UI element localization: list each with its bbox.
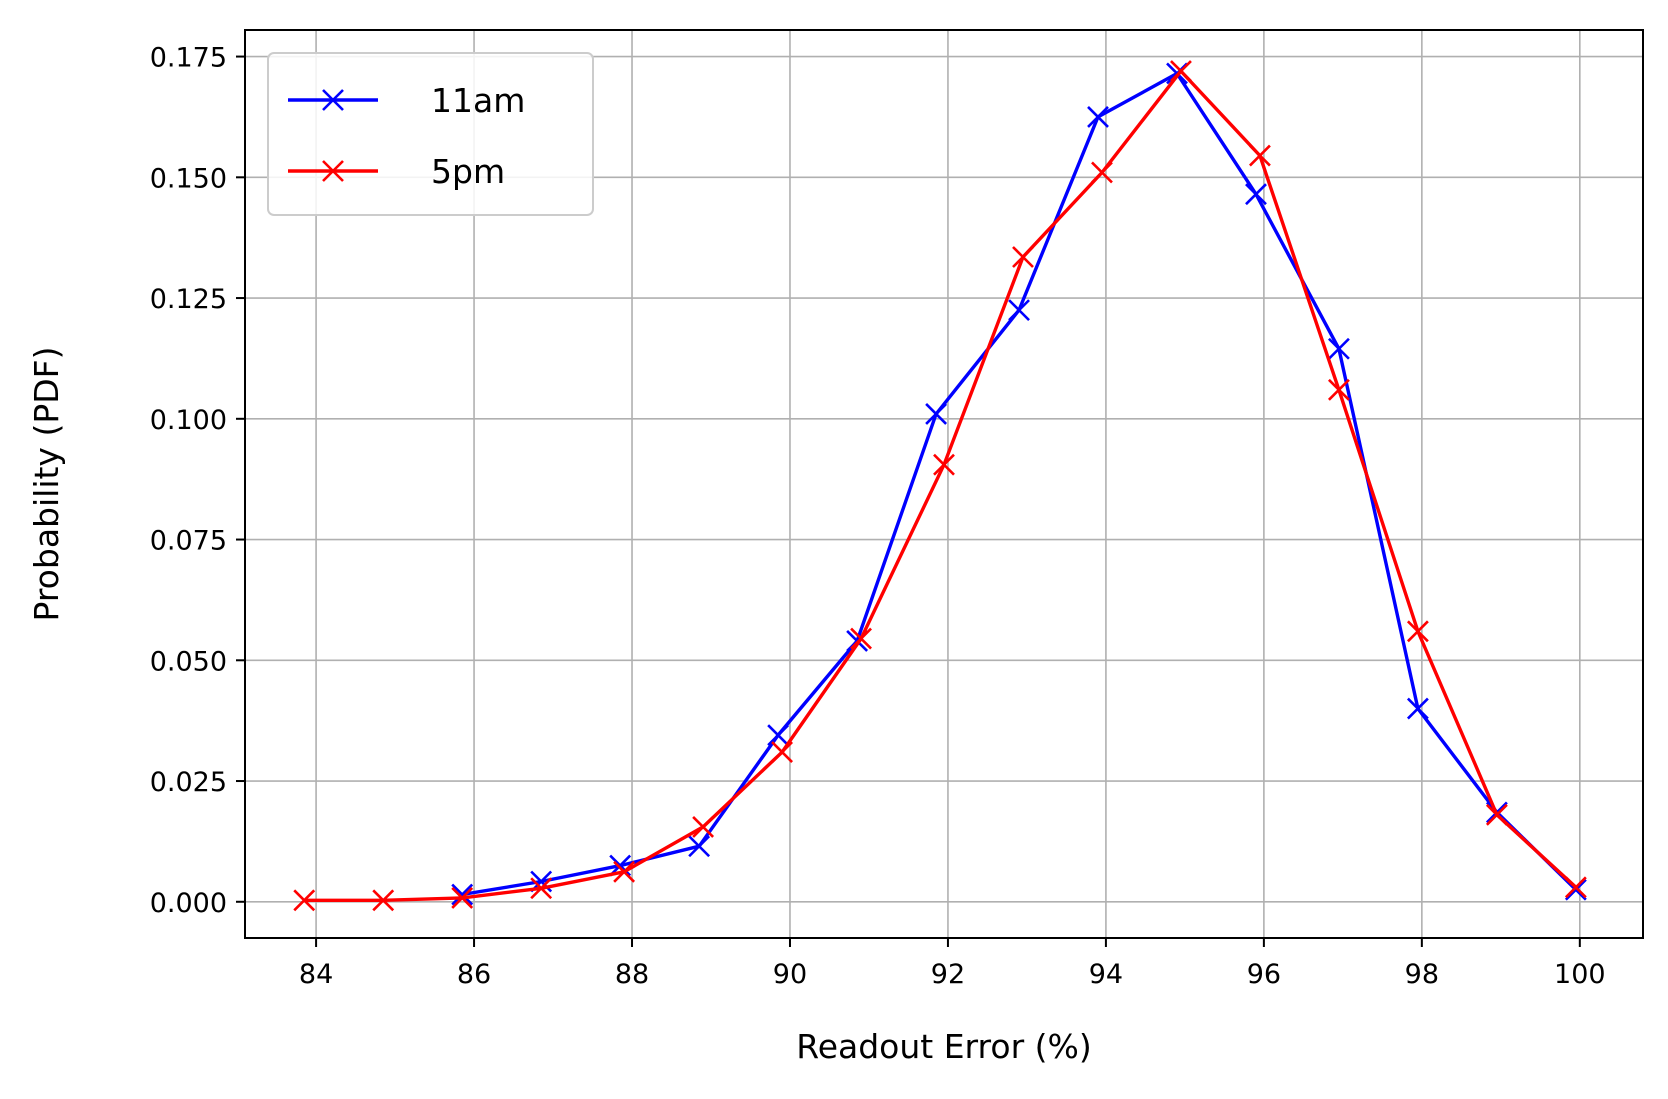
data-point (372, 889, 395, 912)
grid (245, 30, 1643, 938)
x-tick-label: 100 (1554, 959, 1606, 990)
data-point (1564, 876, 1587, 899)
x-tick-label: 92 (931, 959, 965, 990)
data-point (767, 724, 790, 747)
y-tick-label: 0.050 (150, 646, 227, 677)
x-tick-label: 90 (773, 959, 807, 990)
data-point (1327, 337, 1350, 360)
legend-marker (322, 160, 344, 182)
data-point (1406, 620, 1429, 643)
data-point (451, 886, 474, 909)
x-tick-label: 98 (1405, 959, 1439, 990)
x-axis-title: Readout Error (%) (796, 1027, 1092, 1066)
data-point (613, 860, 636, 883)
data-point (1249, 144, 1271, 167)
data-point (850, 627, 872, 650)
data-point (530, 877, 553, 900)
legend-label: 5pm (431, 152, 505, 191)
series-5pm (293, 60, 1587, 912)
data-point (1170, 60, 1192, 82)
data-point (688, 835, 711, 858)
data-point (1245, 183, 1267, 206)
data-point (1008, 299, 1030, 322)
data-point (692, 815, 715, 838)
y-axis-title: Probability (PDF) (27, 347, 66, 622)
ticks: 84 86 88 90 92 94 96 98 100 0.000 0.025 0.050 0.075 0… (150, 43, 1606, 990)
data-point (1406, 697, 1429, 720)
data-point (925, 403, 948, 425)
data-point (451, 883, 474, 906)
x-tick-label: 96 (1247, 959, 1281, 990)
y-tick-label: 0.075 (150, 526, 227, 557)
data-point (1485, 803, 1508, 826)
y-tick-label: 0.150 (150, 163, 227, 194)
data-point (933, 453, 955, 476)
x-tick-label: 88 (615, 959, 649, 990)
legend-marker (322, 89, 344, 111)
series-layer (293, 60, 1587, 912)
y-tick-label: 0.000 (150, 888, 227, 919)
data-point (1012, 246, 1034, 268)
y-tick-label: 0.025 (150, 767, 227, 798)
legend-item-5pm: 5pm (288, 152, 505, 191)
data-point (1327, 378, 1350, 401)
y-tick-label: 0.175 (150, 43, 227, 74)
y-tick-label: 0.125 (150, 284, 227, 315)
data-point (293, 889, 316, 912)
x-tick-label: 84 (299, 959, 333, 990)
x-tick-label: 86 (457, 959, 491, 990)
data-point (771, 741, 794, 763)
legend-item-11am: 11am (288, 81, 525, 120)
legend-label: 11am (431, 81, 525, 120)
data-point (1087, 106, 1109, 128)
y-tick-label: 0.100 (150, 405, 227, 436)
data-point (1091, 161, 1113, 184)
plot-frame (244, 29, 1644, 939)
legend: 11am 5pm (267, 52, 594, 216)
x-tick-label: 94 (1089, 959, 1123, 990)
legend-box (267, 52, 594, 216)
